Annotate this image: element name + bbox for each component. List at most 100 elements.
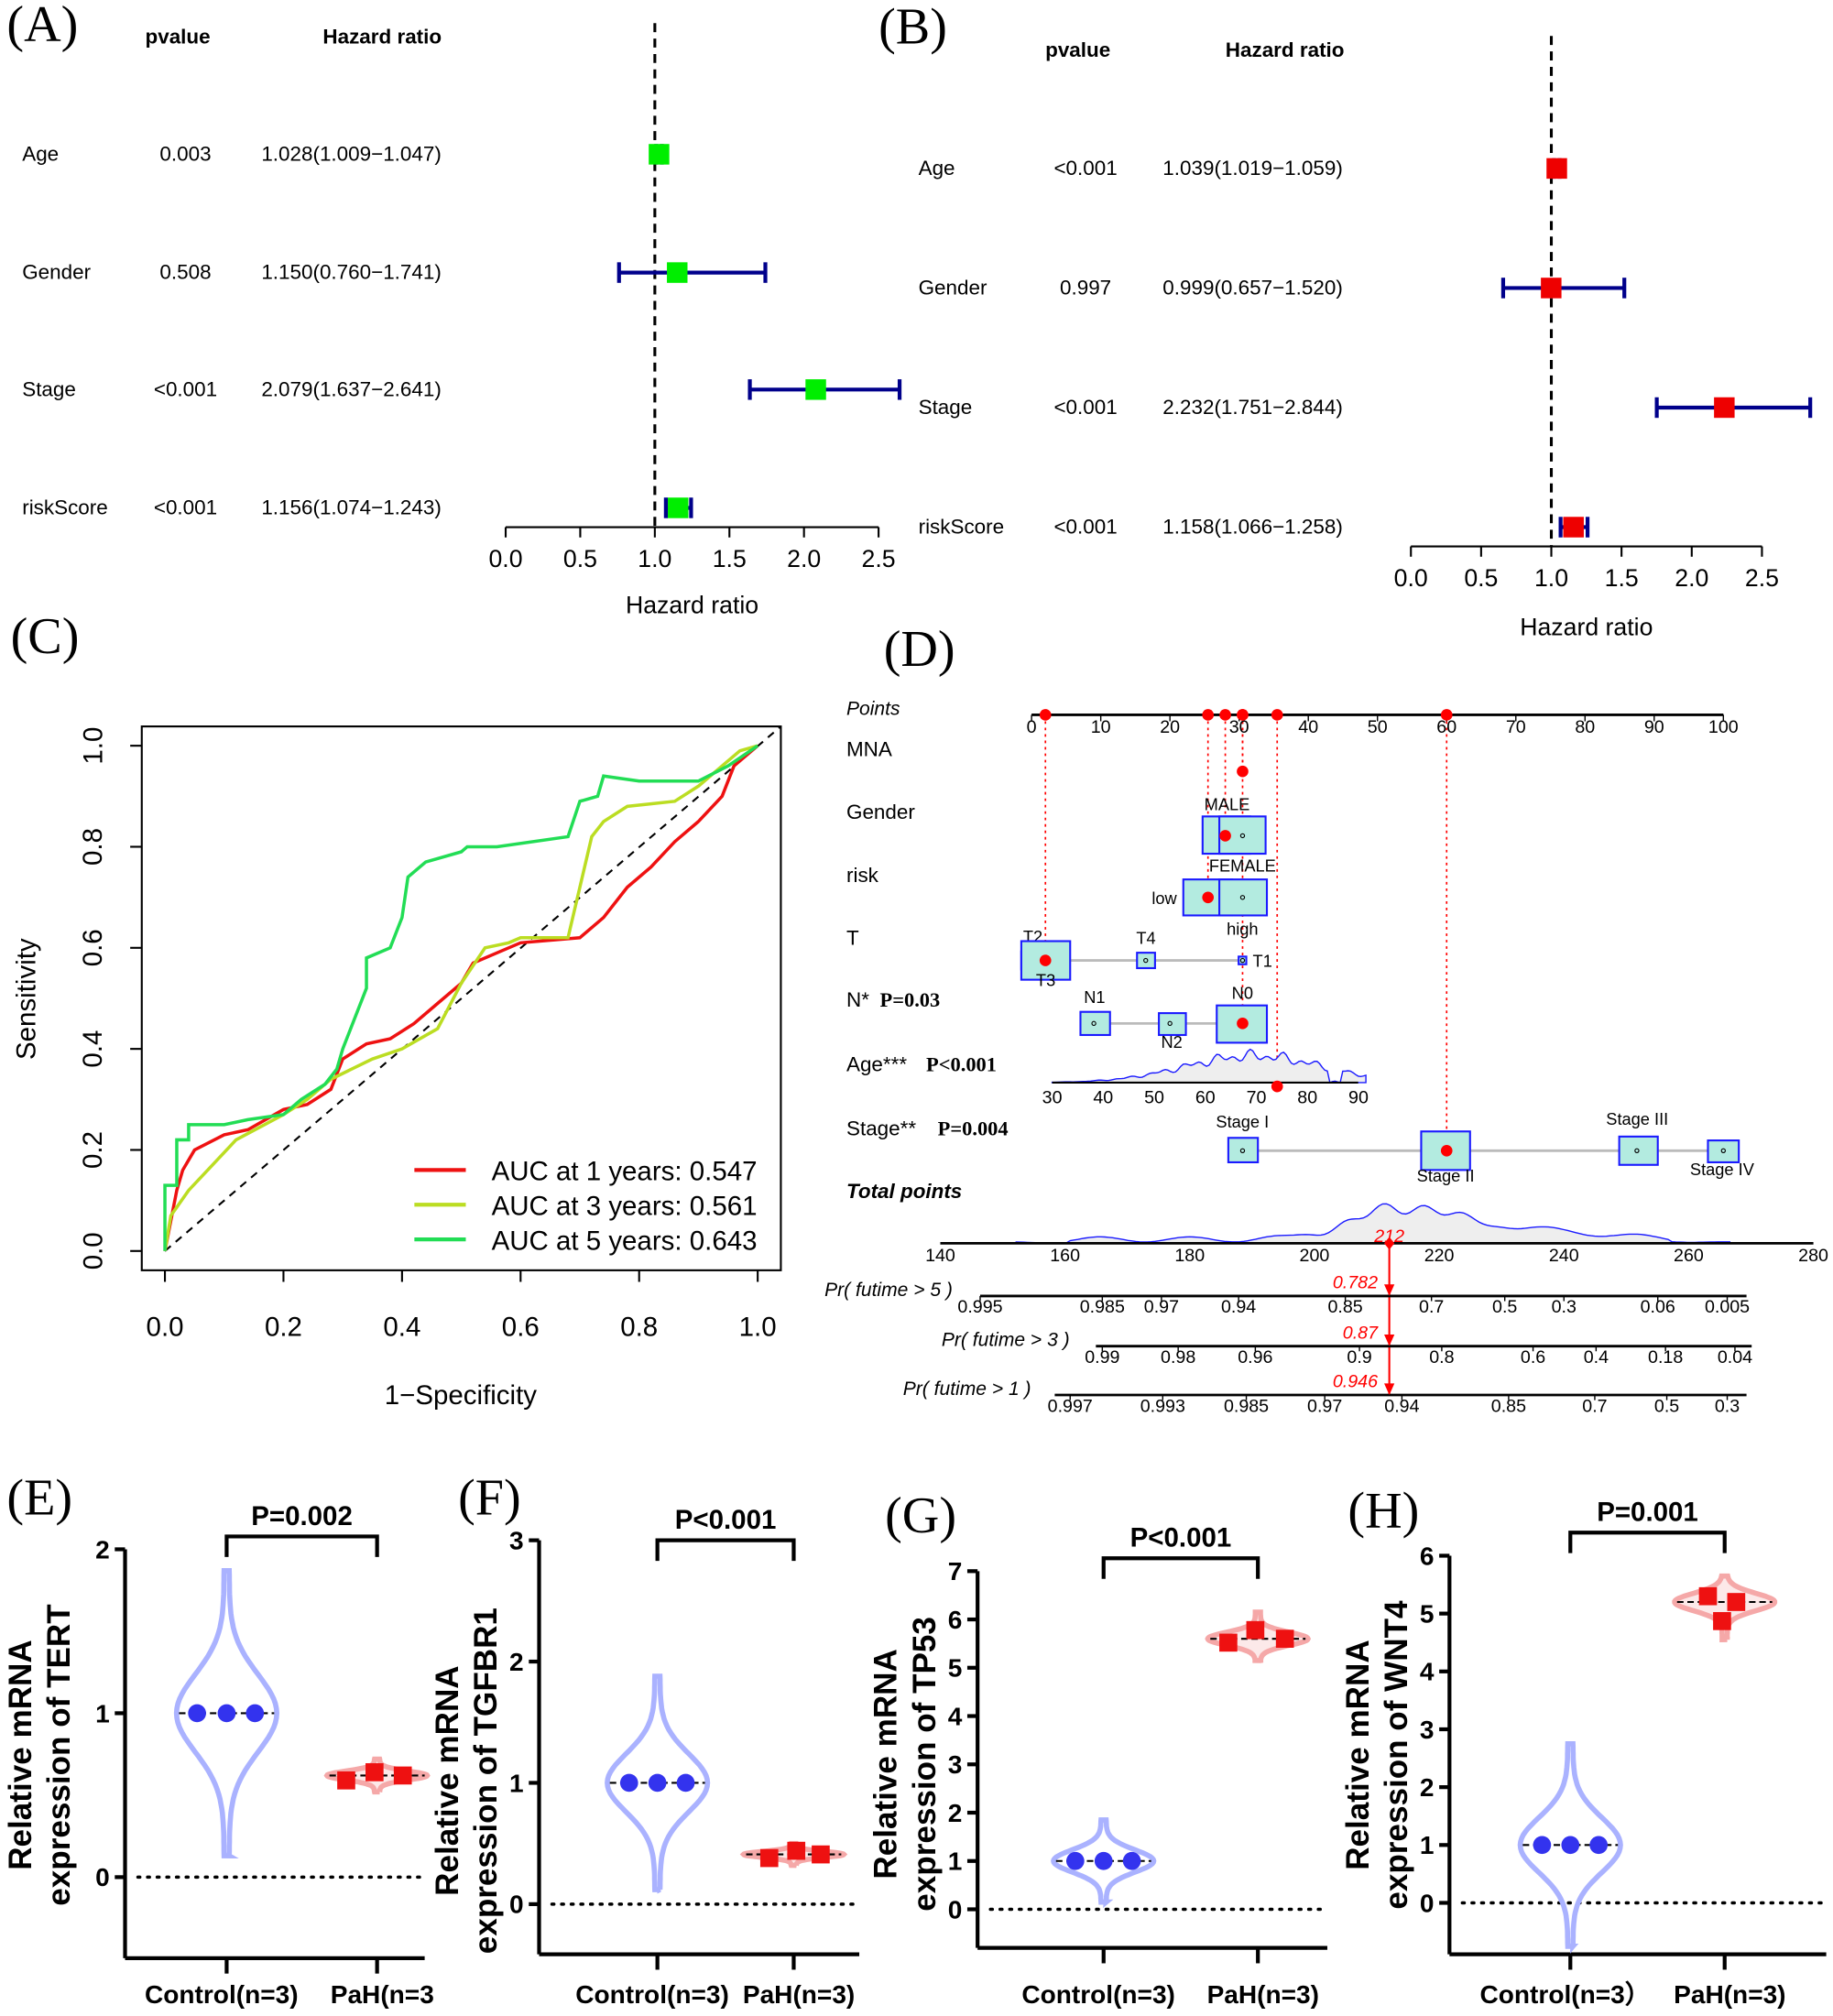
level-label: high [1227, 919, 1258, 938]
data-point [337, 1771, 355, 1790]
selected-value-marker [1237, 765, 1249, 778]
data-point [1066, 1851, 1085, 1870]
y-tick-label: 1.0 [78, 727, 108, 765]
panel-label: (D) [884, 621, 955, 678]
level-label: Stage I [1216, 1112, 1269, 1131]
level-center [1239, 895, 1246, 900]
hazard-ratio-marker [667, 262, 688, 283]
probability-tick-label: 0.6 [1521, 1347, 1545, 1368]
y-axis-title: expression of TP53 [907, 1617, 943, 1912]
total-points-label: Total points [846, 1180, 962, 1203]
roc-curve-1 [163, 744, 759, 1252]
x-axis-title: 1−Specificity [385, 1380, 538, 1411]
data-point [812, 1845, 830, 1864]
nomogram-row: Age*** P<0.001 30 40 50 60 70 80 90 [846, 1048, 1369, 1107]
violin-shape [173, 1567, 279, 1859]
level-box [1079, 1010, 1111, 1037]
level-box [1136, 952, 1156, 970]
nomogram: (D) Points 0 10 20 30 40 50 60 70 80 90 100 MNA Gender… [824, 621, 1828, 1416]
data-point [787, 1841, 806, 1860]
row-pvalue: <0.001 [154, 496, 217, 518]
level-box [1238, 955, 1248, 965]
probability-tick-label: 0.97 [1307, 1396, 1342, 1416]
probability-tick-label: 0.7 [1419, 1297, 1444, 1317]
hazard-ratio-marker [1546, 158, 1567, 180]
y-axis-title: expression of TERT [41, 1604, 77, 1906]
age-tick-label: 60 [1195, 1087, 1216, 1107]
y-tick-label: 5 [948, 1654, 963, 1683]
points-tick-label: 70 [1506, 717, 1526, 737]
y-tick-label: 5 [1420, 1599, 1435, 1628]
row-pvalue: 0.997 [1060, 276, 1111, 299]
y-tick-label: 6 [1420, 1542, 1435, 1570]
age-tick-label: 80 [1297, 1087, 1317, 1107]
hazard-ratio-marker [1563, 517, 1584, 538]
arrow-head-icon [1384, 1284, 1395, 1296]
y-tick-label: 0 [1420, 1889, 1435, 1917]
x-tick-label: 2.5 [862, 545, 896, 572]
data-point [393, 1766, 412, 1785]
data-point [1713, 1612, 1731, 1630]
hazard-ratio-header: Hazard ratio [1226, 38, 1345, 61]
significance-bracket [224, 1534, 379, 1557]
total-tick-label: 160 [1050, 1246, 1080, 1266]
points-tick-label: 10 [1091, 717, 1111, 737]
x-tick-label: 0.6 [502, 1312, 540, 1342]
roc-plot: (C) 0.0 0.2 0.4 0.6 0.8 1.0 0.0 0.2 0.4 0.6 0.8 1.0 1… [11, 608, 782, 1411]
x-tick-label: 0.0 [147, 1312, 184, 1342]
row-name: Stage [22, 377, 76, 400]
x-tick-label: 0.2 [265, 1312, 302, 1342]
points-tick-label: 50 [1368, 717, 1388, 737]
level-center [1239, 1148, 1246, 1153]
y-axis-title: expression of WNT4 [1379, 1600, 1414, 1910]
level-center [1720, 1148, 1726, 1153]
data-point [1094, 1851, 1113, 1870]
level-center [1239, 833, 1246, 839]
points-tick-label: 60 [1436, 717, 1457, 737]
row-hazard-ratio: 1.156(1.074−1.243) [261, 496, 442, 518]
total-tick-label: 140 [925, 1246, 955, 1266]
row-pvalue: 0.508 [159, 261, 211, 284]
x-tick-label: 0.0 [1394, 564, 1428, 592]
data-point [759, 1848, 779, 1868]
data-point [217, 1704, 236, 1723]
total-tick-label: 200 [1300, 1246, 1330, 1266]
selected-points-marker [1039, 709, 1052, 721]
level-box [1218, 878, 1269, 917]
y-tick-label: 1 [95, 1699, 110, 1727]
legend-label: AUC at 5 years: 0.643 [492, 1226, 758, 1256]
probability-tick-label: 0.995 [957, 1297, 1002, 1317]
p-value-label: P<0.001 [675, 1505, 777, 1535]
violin-plot-f: (F) 0 1 2 3 Relative mRNA expression of TGFBR1… [430, 1470, 861, 2009]
variable-pvalue: P<0.001 [926, 1052, 997, 1075]
y-axis-title: Sensitivity [11, 938, 41, 1060]
violin-shape [1672, 1573, 1778, 1642]
total-tick-label: 280 [1798, 1246, 1828, 1266]
row-name: riskScore [919, 516, 1005, 539]
x-category-label: Control(n=3) [575, 1980, 729, 2009]
selected-value-marker [1219, 830, 1231, 842]
data-point [1219, 1633, 1238, 1652]
data-point [676, 1773, 695, 1793]
y-tick-label: 2 [948, 1799, 963, 1827]
probability-tick-label: 0.99 [1085, 1347, 1119, 1368]
row-name: Age [919, 157, 955, 180]
y-axis-title: Relative mRNA [430, 1665, 465, 1895]
probability-tick-label: 0.5 [1654, 1396, 1679, 1416]
x-category-label: PaH(n=3) [1674, 1980, 1785, 2009]
level-box [1618, 1135, 1659, 1166]
points-tick-label: 90 [1644, 717, 1664, 737]
y-tick-label: 4 [1420, 1658, 1435, 1686]
x-tick-label: 1.5 [1605, 564, 1639, 592]
probability-tick-label: 0.04 [1718, 1347, 1752, 1368]
y-tick-label: 0.4 [78, 1030, 108, 1068]
y-tick-label: 1 [509, 1769, 524, 1797]
probability-tick-label: 0.06 [1641, 1297, 1675, 1317]
y-tick-label: 0.8 [78, 828, 108, 866]
level-box [1707, 1139, 1740, 1163]
variable-name: Gender [846, 801, 915, 823]
x-tick-label: 2.0 [787, 545, 821, 572]
probability-tick-label: 0.3 [1715, 1396, 1740, 1416]
probability-tick-label: 0.85 [1328, 1297, 1363, 1317]
